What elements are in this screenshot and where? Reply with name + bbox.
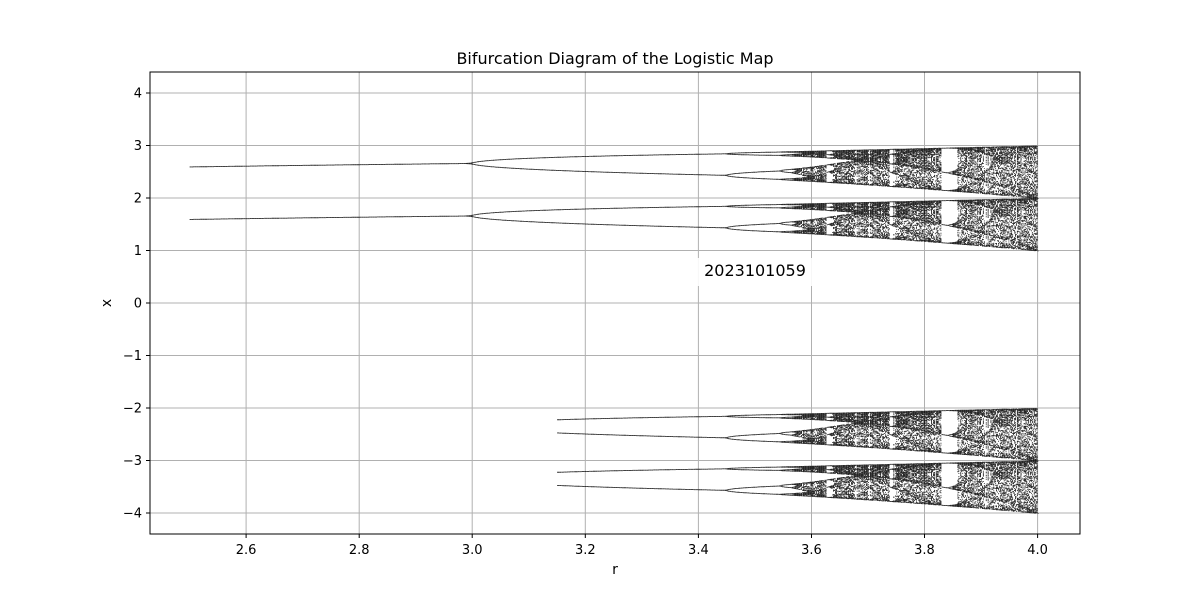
- attractor-points: [976, 146, 996, 510]
- attractor-points: [919, 147, 939, 506]
- x-tick-label: 2.6: [236, 543, 257, 558]
- y-tick-label: −3: [123, 454, 142, 469]
- attractor-points: [863, 149, 883, 502]
- y-tick-label: 4: [134, 87, 142, 102]
- x-tick-label: 3.4: [688, 543, 709, 558]
- y-tick-label: 0: [134, 297, 142, 312]
- attractor-points: [1032, 145, 1039, 514]
- attractor-points: [528, 156, 562, 486]
- watermark-background: [697, 258, 815, 286]
- x-tick-label: 2.8: [349, 543, 370, 558]
- y-tick-label: 3: [134, 139, 142, 154]
- attractor-points: [938, 147, 958, 507]
- y-axis-ticks: 4 3 2 1 0 −1 −2 −3 −4: [123, 87, 150, 522]
- x-axis-ticks: 2.6 2.8 3.0 3.2 3.4 3.6 3.8 4.0: [236, 534, 1048, 558]
- y-tick-label: −2: [123, 402, 142, 417]
- attractor-points: [957, 146, 977, 509]
- x-tick-label: 3.6: [801, 543, 822, 558]
- x-tick-label: 3.2: [575, 543, 596, 558]
- y-tick-label: 2: [134, 192, 142, 207]
- attractor-points: [1014, 145, 1033, 514]
- watermark-text: 2023101059: [704, 261, 806, 280]
- x-tick-label: 3.8: [914, 543, 935, 558]
- chart-title: Bifurcation Diagram of the Logistic Map: [456, 49, 773, 68]
- y-tick-label: 1: [134, 244, 142, 259]
- attractor-points: [453, 160, 492, 220]
- attractor-points: [844, 149, 864, 500]
- scatter-points: [189, 145, 1039, 514]
- attractor-points: [882, 148, 901, 503]
- x-tick-label: 4.0: [1027, 543, 1048, 558]
- attractor-points: [995, 146, 1014, 512]
- x-axis-label: r: [612, 562, 618, 578]
- y-axis-label: x: [99, 299, 115, 307]
- attractor-points: [901, 148, 920, 505]
- attractor-points: [825, 150, 845, 499]
- y-tick-label: −1: [123, 349, 142, 364]
- x-tick-label: 3.0: [462, 543, 483, 558]
- y-tick-label: −4: [123, 507, 142, 522]
